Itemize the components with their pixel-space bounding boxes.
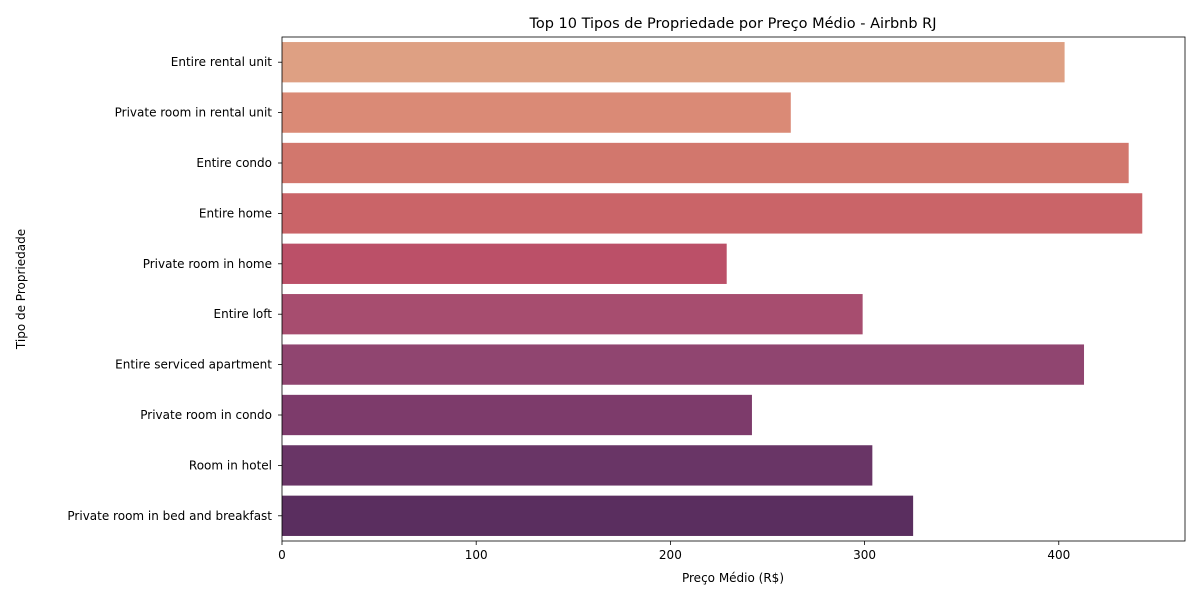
x-tick-label: 200 [659,548,682,562]
bar [282,193,1143,234]
bar [282,142,1129,184]
bar [282,344,1085,385]
y-tick-label: Private room in rental unit [115,106,273,120]
x-tick-label: 400 [1047,548,1070,562]
bar [282,445,873,486]
plot-frame [281,36,1186,542]
bar [282,243,727,284]
chart-title: Top 10 Tipos de Propriedade por Preço Mé… [528,16,936,32]
y-tick-label: Room in hotel [189,458,272,472]
y-tick-label: Entire condo [196,156,272,170]
bars-group [282,42,1143,536]
x-axis-ticks: 0 100 200 300 400 [278,541,1070,562]
y-tick-label: Private room in bed and breakfast [67,509,272,523]
y-tick-label: Entire serviced apartment [115,358,272,372]
x-tick-label: 100 [465,548,488,562]
bar [282,294,863,335]
y-tick-label: Private room in home [143,257,272,271]
bar [282,495,914,536]
x-tick-label: 300 [853,548,876,562]
y-tick-label: Private room in condo [140,408,272,422]
y-axis-label: Tipo de Propriedade [14,229,28,350]
y-tick-label: Entire rental unit [171,55,273,69]
y-axis-ticks: Entire rental unit Private room in rental… [67,55,282,523]
bar [282,42,1065,83]
y-tick-label: Entire home [199,206,272,220]
bar [282,394,752,436]
x-tick-label: 0 [278,548,286,562]
x-axis-label: Preço Médio (R$) [682,571,784,585]
y-tick-label: Entire loft [214,307,273,321]
bar [282,92,791,133]
